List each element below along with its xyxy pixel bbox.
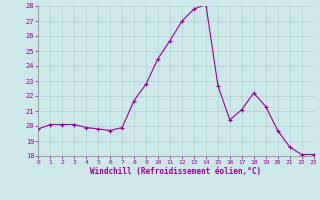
X-axis label: Windchill (Refroidissement éolien,°C): Windchill (Refroidissement éolien,°C) bbox=[91, 167, 261, 176]
